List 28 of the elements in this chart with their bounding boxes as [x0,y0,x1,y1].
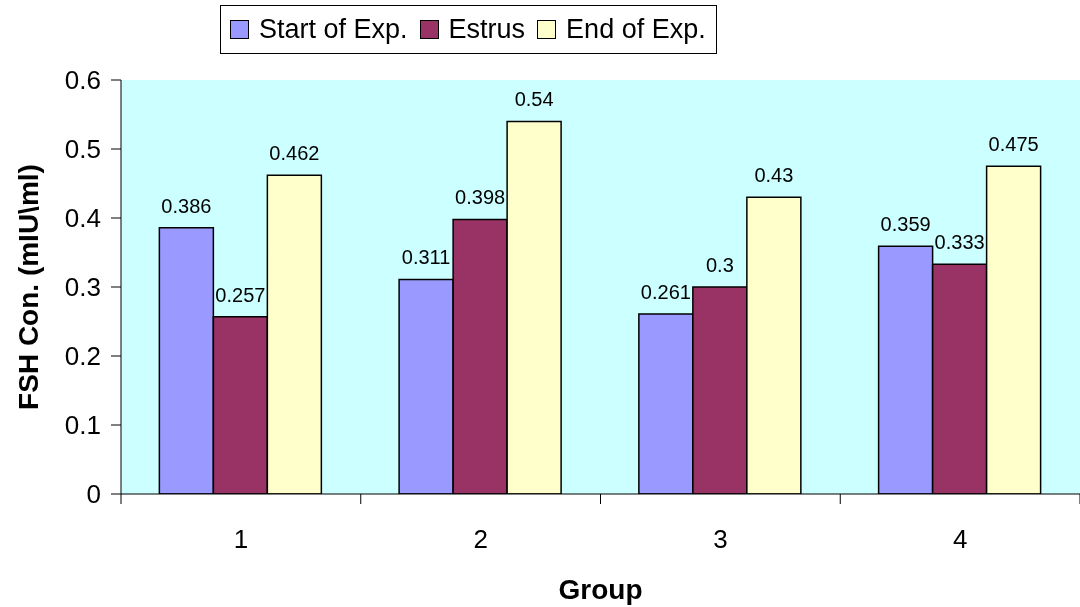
x-tick-label: 3 [713,524,728,554]
legend-label: End of Exp. [566,13,706,46]
y-tick-label: 0.2 [64,341,101,372]
data-label: 0.398 [455,186,506,209]
data-label: 0.333 [934,231,985,254]
legend-label: Start of Exp. [259,13,408,46]
data-label: 0.462 [269,142,320,165]
x-tick-label: 1 [233,524,249,554]
y-tick-label: 0.4 [64,203,101,234]
y-tick-label: 0.1 [64,410,101,441]
data-label: 0.475 [988,133,1039,156]
y-tick-label: 0 [86,479,101,510]
y-tick-label: 0.3 [64,272,101,303]
data-label: 0.257 [215,283,266,306]
x-tick-label: 2 [473,524,488,554]
data-label: 0.43 [754,164,794,187]
y-tick-label: 0.6 [64,65,101,96]
y-tick-label: 0.5 [64,134,101,165]
data-label: 0.261 [640,280,691,303]
data-label: 0.3 [705,254,734,276]
x-axis-title: Group [558,573,643,605]
legend-label: Estrus [448,13,526,46]
y-axis-title: FSH Con. (mIU\ml) [12,164,44,410]
data-label: 0.54 [514,88,554,111]
x-tick-label: 4 [952,524,968,554]
data-label: 0.359 [880,213,931,236]
data-label: 0.386 [161,194,212,217]
data-label: 0.311 [401,246,451,269]
